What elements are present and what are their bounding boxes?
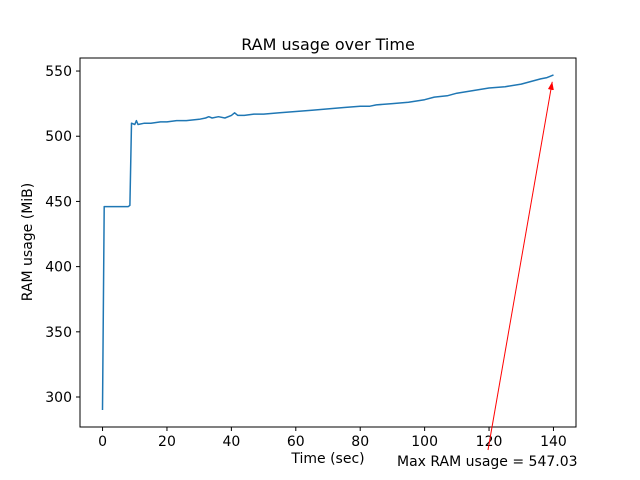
annotation-arrow [487,81,554,451]
y-tick-label: 450 [45,194,72,210]
axes-spines [79,57,577,428]
x-tick-label: 140 [540,434,567,450]
ram-usage-line [101,74,554,411]
x-axis-label: Time (sec) [290,451,364,467]
y-tick-label: 500 [45,129,72,145]
x-tick-label: 100 [411,434,438,450]
y-tick-label: 400 [45,260,72,276]
chart-title: RAM usage over Time [241,35,415,54]
x-tick-label: 40 [222,434,240,450]
x-tick-label: 0 [98,434,107,450]
max-annotation-text: Max RAM usage = 547.03 [397,454,578,470]
x-tick-label: 80 [351,434,369,450]
y-axis-label: RAM usage (MiB) [20,183,36,301]
x-tick-label: 20 [158,434,176,450]
y-tick-label: 300 [45,390,72,406]
y-tick-label: 550 [45,64,72,80]
y-tick-label: 350 [45,325,72,341]
plot-area: 020406080100120140300350400450500550 [45,57,577,451]
x-tick-label: 60 [287,434,305,450]
